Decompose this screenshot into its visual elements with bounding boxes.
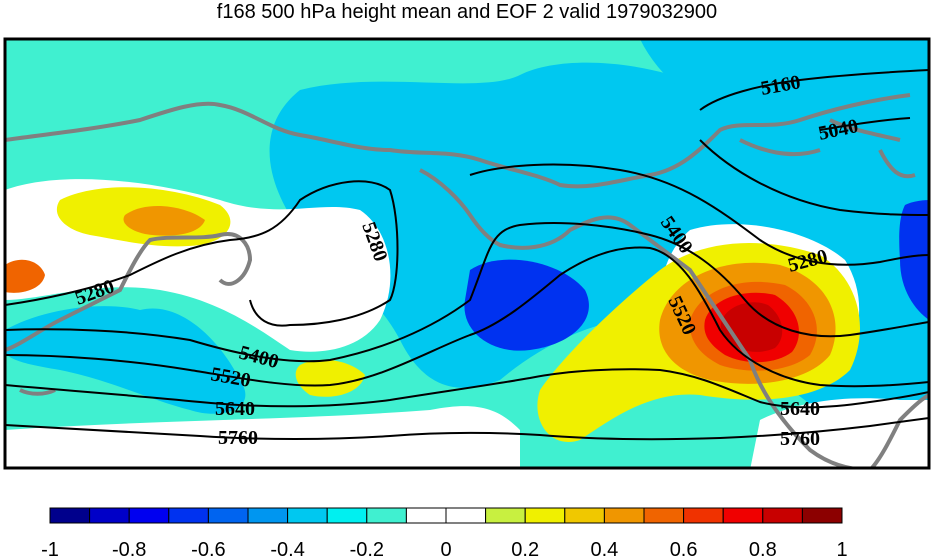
blue-region-west [5,306,246,414]
colorbar-tick-label: 0.4 [590,539,618,558]
coastline-east [869,393,929,468]
contour-5760 [5,417,929,441]
contour-outer-north [699,139,929,216]
colorbar-tick-label: 0.6 [670,539,698,558]
shaded-field: 5160 5040 5280 5280 5400 5280 5520 5400 … [5,39,929,468]
colorbar-box [445,507,487,524]
map-title: f168 500 hPa height mean and EOF 2 valid… [216,1,718,23]
colorbar-tick-label: -0.4 [270,539,304,558]
colorbar-tick-label: 0 [440,539,451,558]
colorbar-box [89,507,130,524]
contour-5640 [5,368,929,409]
colorbar-box [247,507,289,524]
colorbar-box [207,507,249,524]
colorbar-tick-label: -0.8 [112,539,146,558]
colorbar-box [168,507,209,524]
colorbar-box [722,507,764,524]
colorbar-box [366,507,407,524]
contour-5520 [5,246,929,388]
map-frame [3,37,931,470]
colorbar-box [643,507,685,524]
orange-spot-edge [5,259,45,293]
colorbar-box [287,507,328,524]
colorbar-box [49,507,91,524]
colorbar-box [603,507,645,524]
yellow-small [295,359,365,397]
coastline-islands [19,118,916,396]
contour-5280-east [469,163,929,266]
colorbar-box [128,507,170,524]
blue-core [464,259,589,351]
colorbar-tick-label: -0.6 [191,539,225,558]
contour-label: 5760 [218,427,258,449]
coastline-north [5,93,911,189]
colorbar-tick-label: 0.2 [511,539,539,558]
colorbar-tick-label: 1 [836,539,847,558]
colorbar-box [683,507,724,524]
contour-5040 [819,117,911,131]
contour-5400 [5,222,929,363]
colorbar-boxes [49,507,843,524]
white-region-south [5,406,520,468]
contour-5160 [699,69,929,111]
colorbar-box [326,507,368,524]
colorbar-box [564,507,605,524]
orange-spot-west [123,205,205,236]
contour-label: 5640 [780,398,820,420]
contour-5280-west [5,180,399,327]
colorbar-tick-label: 0.8 [749,539,777,558]
colorbar-box [485,507,526,524]
coastline-west [5,232,253,352]
colorbar-tick-label: -1 [41,539,59,558]
blue-east [899,200,929,320]
colorbar-tick-labels: -1 -0.8 -0.6 -0.4 -0.2 0 0.2 0.4 0.6 0.8 1 [41,539,847,558]
height-contours [5,69,929,441]
colorbar-box [405,507,447,524]
colorbar-box [801,507,843,524]
contour-label: 5760 [780,428,820,450]
contour-label: 5640 [215,398,255,420]
colorbar-box [762,507,803,524]
colorbar-box [524,507,566,524]
colorbar-tick-label: -0.2 [350,539,384,558]
